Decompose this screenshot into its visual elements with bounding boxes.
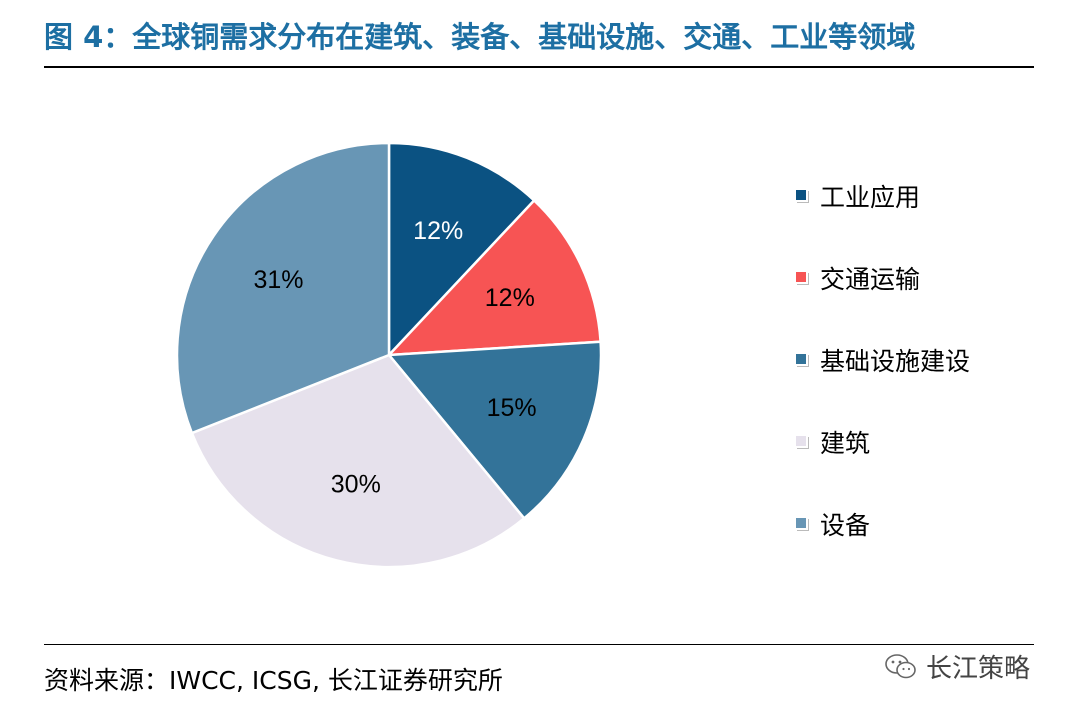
slice-data-label-2: 12% bbox=[485, 284, 535, 312]
legend-item-3: 基础设施建设 bbox=[796, 342, 970, 378]
legend-swatch bbox=[796, 272, 808, 284]
pie-slice-2 bbox=[385, 198, 602, 357]
legend-item-5: 设备 bbox=[796, 506, 870, 542]
legend-label: 交通运输 bbox=[820, 265, 921, 294]
legend-swatch bbox=[796, 354, 808, 366]
pie-slice-1 bbox=[387, 141, 536, 359]
legend-item-4: 建筑 bbox=[796, 424, 870, 460]
legend-label: 工业应用 bbox=[820, 183, 921, 212]
watermark-text: 长江策略 bbox=[926, 654, 1031, 684]
legend-item-1: 工业应用 bbox=[796, 178, 920, 214]
source-note: 资料来源：IWCC, ICSG, 长江证券研究所 bbox=[44, 666, 503, 695]
pie-slice-5 bbox=[175, 141, 391, 435]
wechat-icon bbox=[885, 653, 916, 678]
legend-label: 基础设施建设 bbox=[820, 347, 971, 376]
top-divider bbox=[44, 66, 1034, 68]
slice-data-label-3: 15% bbox=[487, 394, 537, 422]
chart-title: 图 4：全球铜需求分布在建筑、装备、基础设施、交通、工业等领域 bbox=[44, 20, 916, 54]
legend-item-2: 交通运输 bbox=[796, 260, 920, 296]
pie-slice-4 bbox=[190, 353, 526, 569]
legend-swatch bbox=[796, 190, 808, 202]
legend-label: 建筑 bbox=[820, 429, 871, 458]
slice-data-label-4: 30% bbox=[331, 470, 381, 498]
legend-label: 设备 bbox=[820, 511, 871, 540]
pie-slice-3 bbox=[386, 340, 603, 521]
legend-swatch bbox=[796, 436, 808, 448]
slice-data-label-1: 12% bbox=[413, 217, 463, 245]
legend-swatch bbox=[796, 518, 808, 530]
bottom-divider bbox=[44, 644, 1034, 645]
slice-data-label-5: 31% bbox=[253, 266, 303, 294]
watermark: 长江策略 bbox=[884, 648, 1030, 685]
